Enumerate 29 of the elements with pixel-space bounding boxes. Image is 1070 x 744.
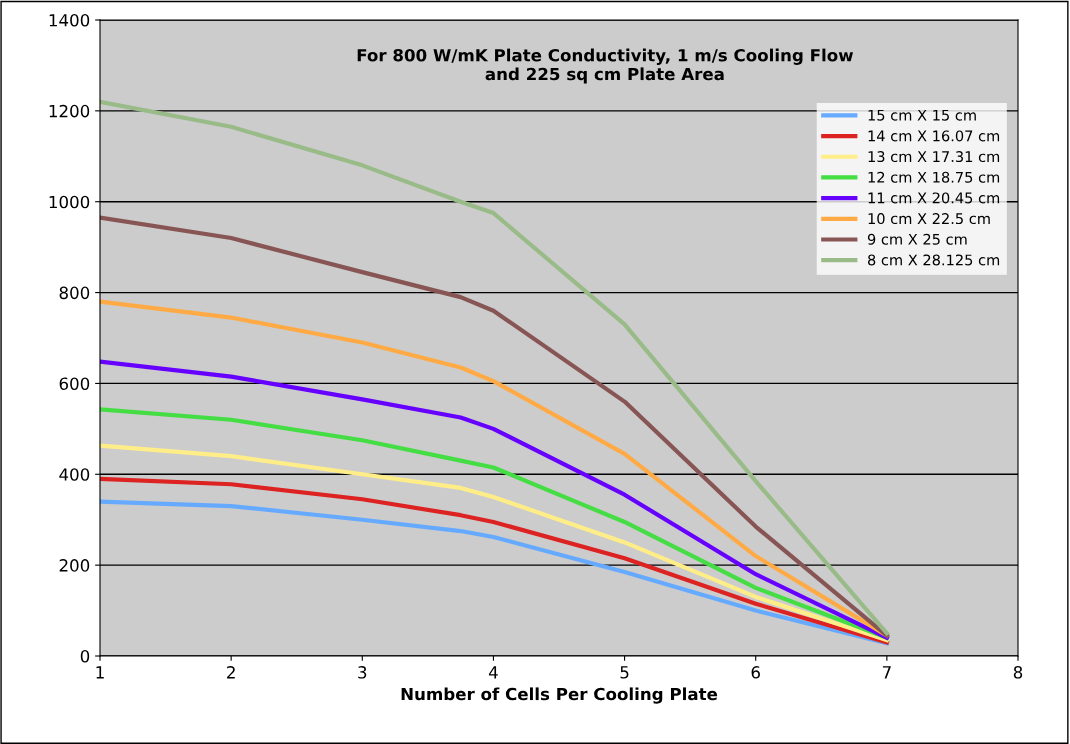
- y-tick-label: 200: [59, 559, 90, 572]
- legend-label: 11 cm X 20.45 cm: [868, 192, 1000, 204]
- legend-label: 13 cm X 17.31 cm: [868, 151, 1000, 163]
- x-tick-label: 2: [227, 666, 235, 679]
- x-tick-label: 6: [751, 666, 760, 679]
- x-tick-label: 7: [882, 666, 891, 679]
- y-tick-label: 600: [59, 377, 90, 390]
- y-tick-label: 800: [59, 286, 90, 300]
- x-tick-label: 4: [488, 666, 498, 679]
- line-series: [100, 443, 889, 643]
- line-series: [100, 359, 889, 640]
- legend-label: 8 cm X 28.125 cm: [867, 254, 1000, 266]
- legend-label: 9 cm X 25 cm: [867, 233, 967, 245]
- x-tick-label: 8: [1013, 666, 1023, 679]
- legend-label: 14 cm X 16.07 cm: [868, 130, 1000, 142]
- legend-label: 10 cm X 22.5 cm: [868, 213, 990, 225]
- text: For 800 W/mK Plate Conductivity, 1 m/s Cooling Flow and 225 sq cm Plate Area: [357, 48, 854, 84]
- x-tick-label: 1: [96, 666, 104, 679]
- y-tick-label: 400: [59, 468, 90, 481]
- legend-label: 15 cm X 15 cm: [868, 109, 976, 121]
- line-series: [100, 407, 889, 640]
- x-tick-label: 5: [620, 666, 629, 679]
- y-tick-label: 1400: [49, 13, 90, 27]
- y-tick-label: 1200: [49, 104, 90, 118]
- x-axis-title: Number of Cells Per Cooling Plate: [401, 687, 718, 704]
- y-tick-label: 0: [80, 649, 90, 663]
- x-tick-label: 3: [358, 666, 367, 679]
- legend-label: 12 cm X 18.75 cm: [868, 171, 1000, 183]
- y-tick-label: 1000: [49, 195, 90, 209]
